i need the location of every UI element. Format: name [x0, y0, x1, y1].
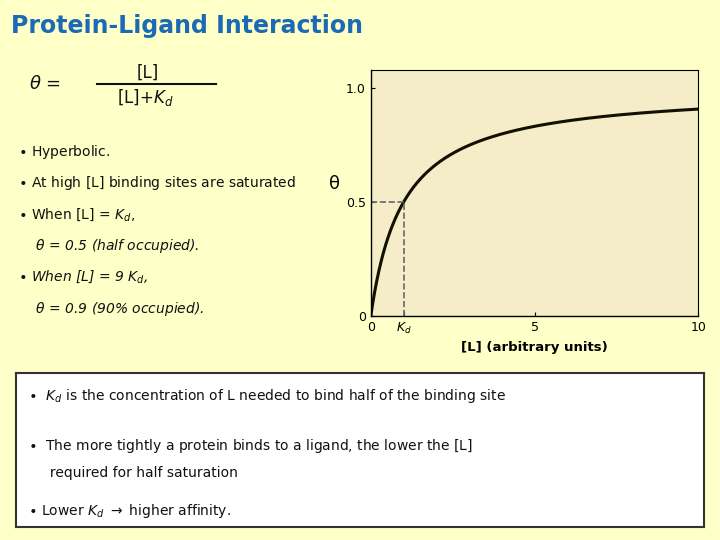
- Text: $\bullet$ At high [L] binding sites are saturated: $\bullet$ At high [L] binding sites are …: [18, 174, 296, 192]
- Y-axis label: θ: θ: [329, 175, 341, 193]
- Text: [L]+$K_d$: [L]+$K_d$: [117, 87, 173, 107]
- Text: $\bullet$ When [L] = $K_d$,: $\bullet$ When [L] = $K_d$,: [18, 206, 135, 222]
- Text: $\theta$ = 0.5 (half occupied).: $\theta$ = 0.5 (half occupied).: [18, 237, 199, 255]
- Text: $\bullet$  The more tightly a protein binds to a ligand, the lower the [L]: $\bullet$ The more tightly a protein bin…: [28, 437, 473, 455]
- Text: $\theta$ =: $\theta$ =: [29, 75, 60, 93]
- Text: $\bullet$  $K_d$ is the concentration of L needed to bind half of the binding si: $\bullet$ $K_d$ is the concentration of …: [28, 387, 506, 404]
- Text: Protein-Ligand Interaction: Protein-Ligand Interaction: [11, 14, 363, 37]
- Text: $\theta$ = 0.9 (90% occupied).: $\theta$ = 0.9 (90% occupied).: [18, 300, 204, 318]
- Text: [L]: [L]: [137, 64, 158, 82]
- Text: $\bullet$ When [L] = 9 $K_d$,: $\bullet$ When [L] = 9 $K_d$,: [18, 268, 148, 285]
- Text: required for half saturation: required for half saturation: [28, 465, 238, 480]
- Text: $\bullet$ Lower $K_d$ $\rightarrow$ higher affinity.: $\bullet$ Lower $K_d$ $\rightarrow$ high…: [28, 502, 231, 520]
- Text: $\bullet$ Hyperbolic.: $\bullet$ Hyperbolic.: [18, 143, 110, 161]
- X-axis label: [L] (arbitrary units): [L] (arbitrary units): [462, 341, 608, 354]
